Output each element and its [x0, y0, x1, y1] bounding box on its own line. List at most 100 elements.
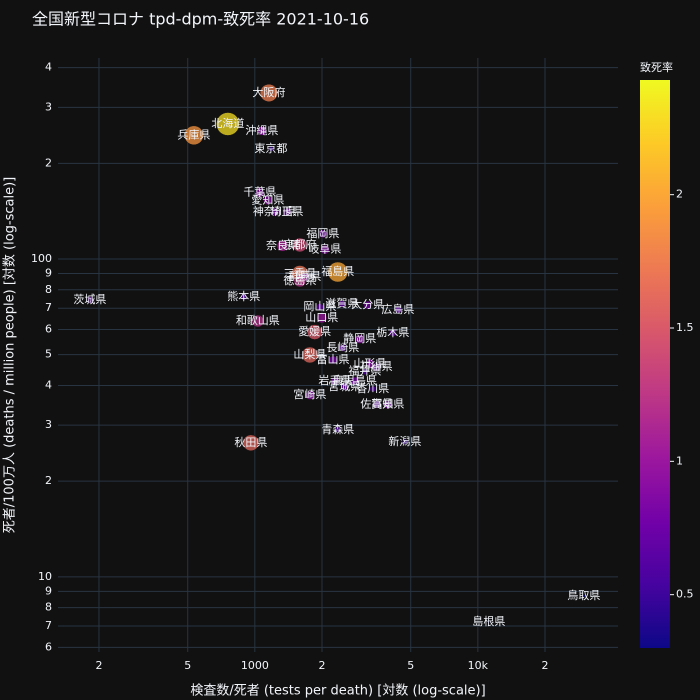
x-tick-label: 10k — [468, 659, 489, 672]
point — [383, 400, 393, 409]
point — [301, 346, 319, 364]
point-label: 愛知県 — [251, 192, 284, 206]
x-tick-label: 2 — [541, 659, 548, 672]
point-label: 宮崎県 — [293, 387, 326, 401]
point — [240, 293, 248, 301]
point — [259, 83, 278, 102]
point — [334, 426, 342, 434]
point-label: 広島県 — [381, 302, 414, 316]
point-label: 山梨県 — [293, 347, 326, 361]
point-label: 奈良県 — [266, 238, 299, 252]
colorbar-tick-label: 1 — [676, 454, 683, 467]
point-label: 佐賀県 — [360, 397, 393, 411]
point — [216, 112, 240, 136]
point-label: 三重県 — [283, 266, 316, 280]
point — [339, 344, 347, 352]
point-label: 新潟県 — [388, 434, 421, 448]
point — [86, 296, 94, 304]
x-tick-label: 5 — [184, 659, 191, 672]
y-tick-label: 2 — [45, 474, 52, 487]
y-tick-label: 7 — [45, 301, 52, 314]
y-tick-label: 6 — [45, 323, 52, 336]
point-label: 山口県 — [305, 311, 338, 324]
x-tick-label: 1000 — [241, 659, 269, 672]
point — [330, 376, 340, 386]
point-label: 千葉県 — [243, 184, 276, 198]
point — [268, 146, 274, 152]
point — [361, 368, 369, 375]
point-label: 宮城県 — [328, 379, 361, 393]
point — [242, 434, 260, 452]
point — [328, 355, 338, 365]
point-label: 沖縄県 — [245, 123, 278, 137]
point — [389, 329, 397, 337]
point — [363, 300, 373, 310]
y-tick-label: 100 — [31, 252, 52, 265]
point-label: 福井県 — [348, 364, 381, 378]
point — [251, 314, 265, 328]
point — [487, 620, 491, 624]
point-label: 熊本県 — [227, 289, 260, 303]
y-tick-label: 8 — [45, 283, 52, 296]
point-label: 神奈川県 — [253, 204, 297, 218]
point-label: 兵庫県 — [177, 127, 210, 141]
point — [355, 334, 365, 344]
point-label: 群馬県 — [288, 269, 321, 283]
point-label: 富山県 — [316, 352, 349, 366]
point — [316, 303, 324, 311]
point-label: 茨城県 — [73, 292, 106, 306]
colorbar-tick-label: 2 — [676, 188, 683, 201]
point — [327, 261, 349, 283]
chart-title: 全国新型コロナ tpd-dpm-致死率 2021-10-16 — [32, 10, 369, 29]
y-tick-label: 9 — [45, 584, 52, 597]
point-label: 静岡県 — [343, 331, 376, 345]
point — [338, 300, 346, 308]
y-tick-label: 6 — [45, 640, 52, 653]
point — [316, 312, 327, 324]
point — [402, 439, 408, 445]
point — [373, 400, 381, 409]
colorbar-tick-label: 0.5 — [676, 588, 694, 601]
point-label: 福島県 — [321, 264, 354, 278]
point — [282, 207, 292, 217]
point-label: 高知県 — [371, 397, 404, 411]
point-label: 滋賀県 — [325, 297, 358, 310]
point — [394, 306, 402, 314]
point — [306, 324, 323, 340]
point — [293, 274, 307, 288]
point — [270, 207, 280, 217]
point — [320, 244, 330, 255]
point — [292, 237, 308, 253]
point — [350, 376, 360, 386]
colorbar-tick-label: 1.5 — [676, 321, 694, 334]
y-tick-label: 4 — [45, 378, 52, 391]
point-label: 京都府 — [283, 237, 316, 251]
point — [318, 229, 328, 239]
point-label: 岩手県 — [318, 373, 351, 387]
point — [371, 362, 381, 372]
y-tick-label: 3 — [45, 100, 52, 113]
point-label: 岐阜県 — [308, 243, 341, 256]
point — [369, 385, 377, 393]
y-tick-label: 2 — [45, 156, 52, 169]
point-label: 大分県 — [351, 297, 384, 311]
y-tick-label: 5 — [45, 348, 52, 361]
colorbar-title: 致死率 — [640, 60, 673, 74]
point-label: 北海道 — [211, 116, 244, 130]
point — [255, 187, 265, 198]
point-label: 島根県 — [472, 614, 505, 628]
y-tick-label: 3 — [45, 418, 52, 431]
point — [257, 126, 267, 136]
y-tick-label: 9 — [45, 267, 52, 280]
y-tick-label: 8 — [45, 601, 52, 614]
point-label: 和歌山県 — [236, 313, 280, 327]
point-label: 長崎県 — [326, 340, 359, 354]
point — [582, 594, 586, 598]
point — [276, 240, 289, 252]
point-label: 大阪府 — [252, 85, 285, 99]
point-label: 徳島県 — [283, 273, 316, 287]
point — [184, 125, 204, 146]
point — [305, 390, 315, 400]
x-axis-label: 検査数/死者 (tests per death) [対数 (log-scale)… — [190, 684, 485, 699]
